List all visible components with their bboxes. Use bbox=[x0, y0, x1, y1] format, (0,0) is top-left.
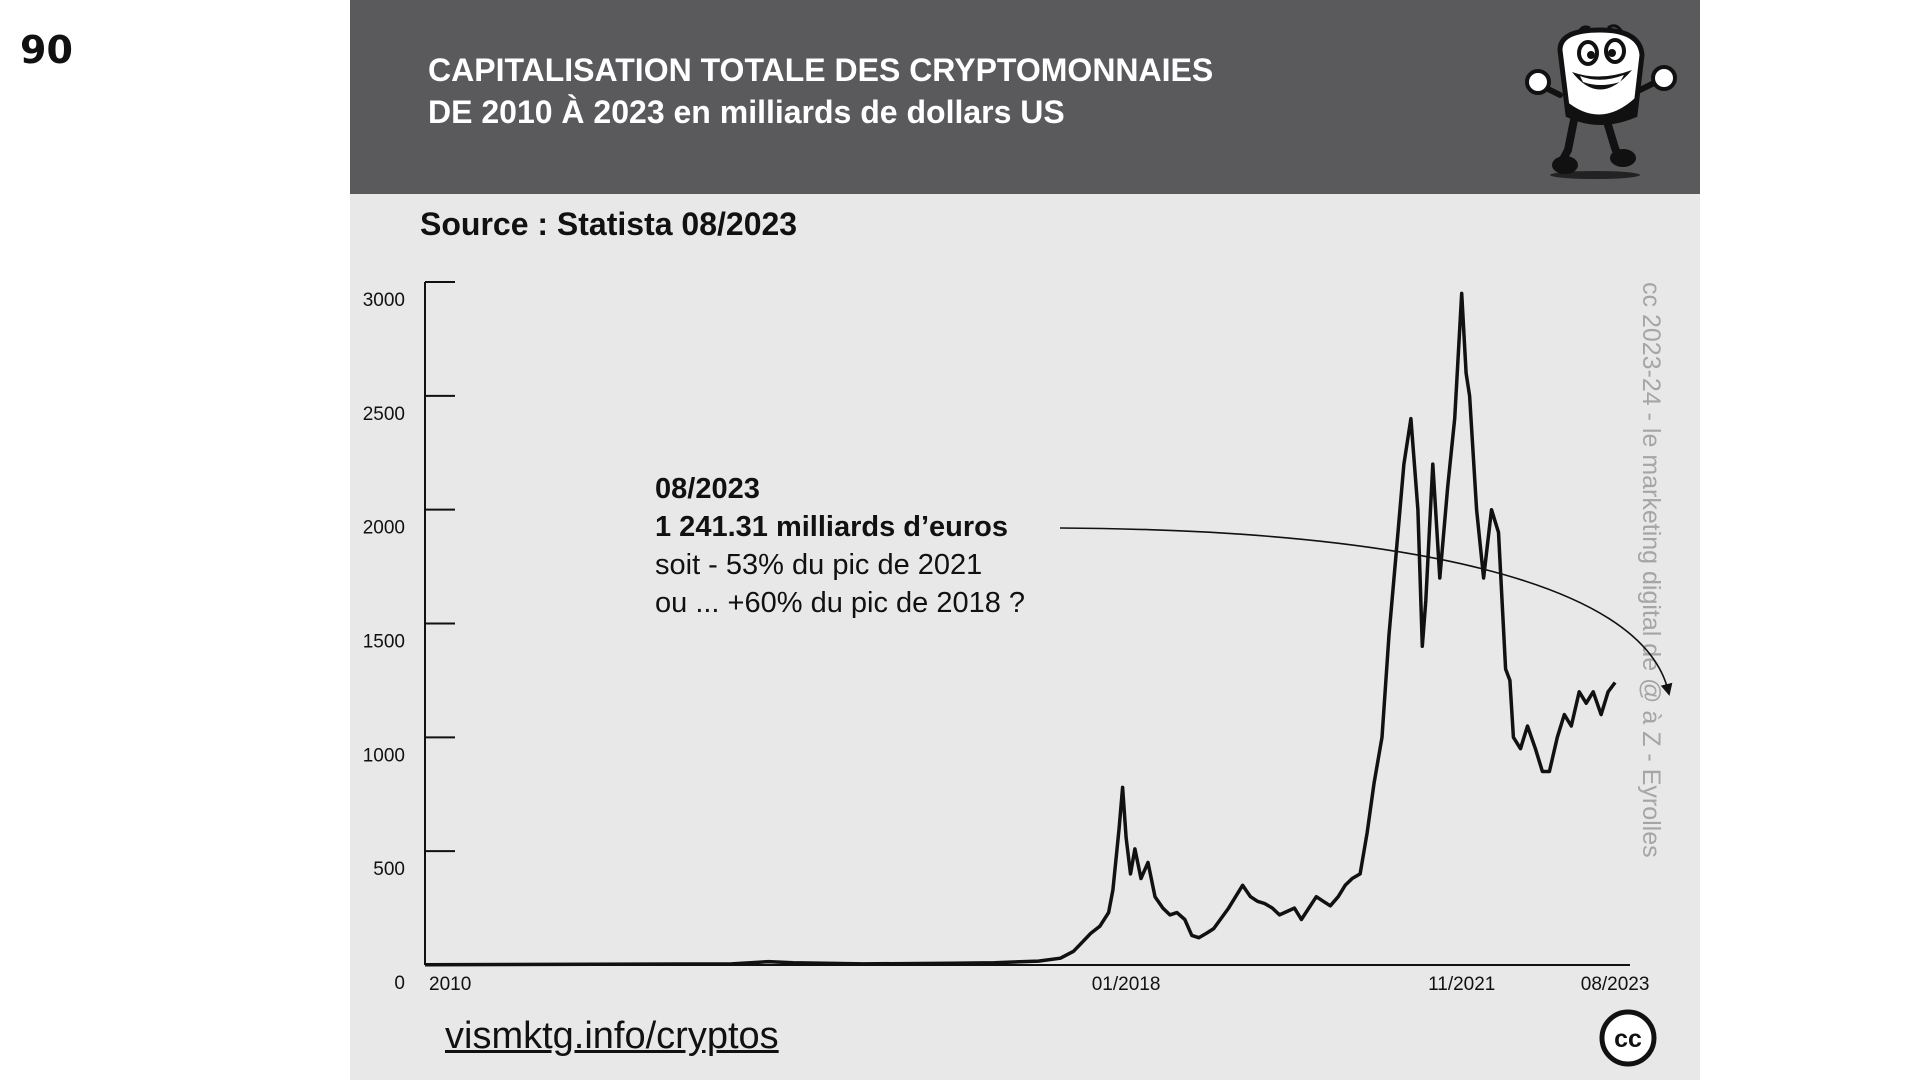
chart-ticks: 0 500 1000 1500 2000 2500 3000 2010 01/2018 11/20… bbox=[363, 281, 1650, 995]
y-tick-label: 2000 bbox=[363, 518, 405, 539]
x-tick-label: 2010 bbox=[429, 974, 471, 995]
y-tick-label: 1000 bbox=[363, 745, 405, 766]
page-number: 90 bbox=[20, 28, 73, 72]
y-tick-label: 2500 bbox=[363, 404, 405, 425]
annotation-comparison-2021: soit - 53% du pic de 2021 bbox=[655, 549, 982, 581]
chart-title-line-2: DE 2010 À 2023 en milliards de dollars U… bbox=[428, 94, 1065, 130]
y-tick-label: 0 bbox=[394, 973, 405, 994]
cc-badge-text: cc bbox=[1614, 1025, 1642, 1053]
annotation-value: 1 241.31 milliards d’euros bbox=[655, 511, 1008, 543]
footer-link[interactable]: vismktg.info/cryptos bbox=[445, 1015, 779, 1057]
chart-series bbox=[424, 291, 1617, 967]
header-banner: CAPITALISATION TOTALE DES CRYPTOMONNAIES… bbox=[350, 0, 1700, 194]
series-line-0 bbox=[424, 291, 1617, 967]
annotation-comparison-2018: ou ... +60% du pic de 2018 ? bbox=[655, 587, 1025, 619]
chart: 0 500 1000 1500 2000 2500 3000 2010 01/2018 11/20… bbox=[363, 281, 1673, 995]
chart-axes bbox=[424, 282, 1630, 966]
x-tick-label: 11/2021 bbox=[1428, 974, 1495, 995]
annotation-arrow bbox=[1059, 527, 1673, 696]
annotation-date: 08/2023 bbox=[655, 473, 760, 505]
y-tick-label: 3000 bbox=[363, 290, 405, 311]
slide: CAPITALISATION TOTALE DES CRYPTOMONNAIES… bbox=[350, 0, 1700, 1080]
chart-title-line-1: CAPITALISATION TOTALE DES CRYPTOMONNAIES bbox=[428, 52, 1214, 88]
chart-annotation: 08/2023 1 241.31 milliards d’euros soit … bbox=[655, 473, 1673, 696]
creative-commons-badge-icon: cc bbox=[1599, 1009, 1657, 1067]
x-tick-label: 08/2023 bbox=[1581, 974, 1650, 995]
x-tick-label: 01/2018 bbox=[1092, 974, 1161, 995]
y-tick-label: 1500 bbox=[363, 632, 405, 653]
source-label: Source : Statista 08/2023 bbox=[420, 206, 798, 242]
y-tick-label: 500 bbox=[373, 859, 405, 880]
running-cartoon-mascot-icon bbox=[1525, 24, 1677, 179]
